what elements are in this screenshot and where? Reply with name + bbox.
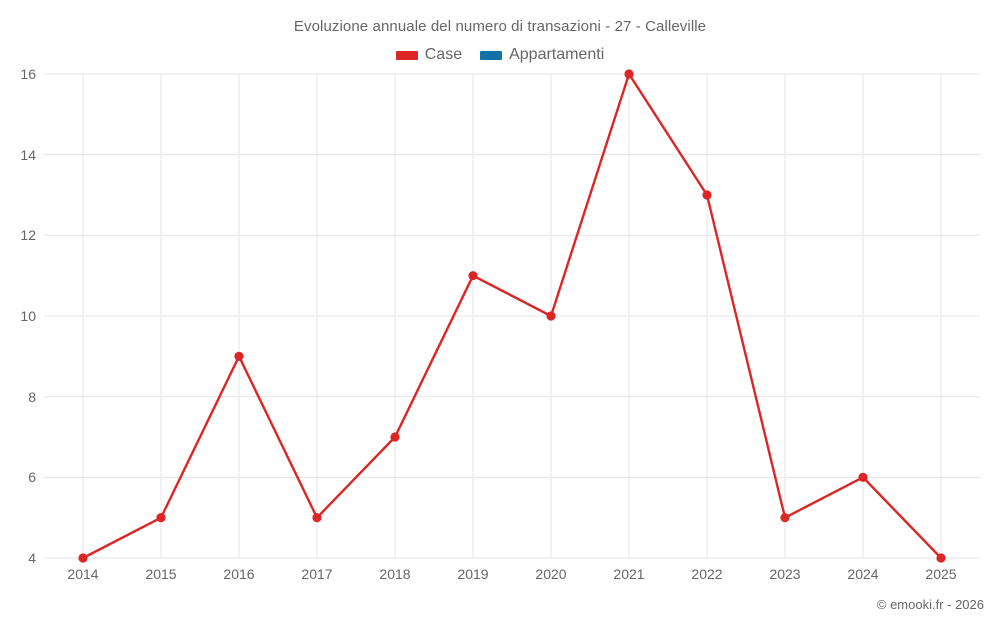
x-tick-label: 2016 bbox=[223, 566, 255, 582]
data-point[interactable] bbox=[312, 513, 322, 523]
x-tick-label: 2025 bbox=[925, 566, 957, 582]
y-tick-label: 4 bbox=[28, 550, 36, 566]
x-tick-label: 2019 bbox=[457, 566, 489, 582]
series-line bbox=[81, 72, 943, 560]
data-point[interactable] bbox=[234, 351, 244, 361]
data-point[interactable] bbox=[468, 271, 478, 281]
data-point[interactable] bbox=[156, 513, 166, 523]
series-case bbox=[78, 69, 946, 563]
x-tick-label: 2024 bbox=[847, 566, 879, 582]
y-axis: 4 6 8 10 12 14 16 bbox=[0, 67, 36, 565]
data-point[interactable] bbox=[546, 311, 556, 321]
legend-swatch-appartamenti bbox=[480, 50, 503, 60]
data-point[interactable] bbox=[78, 553, 88, 563]
x-tick-label: 2018 bbox=[379, 566, 411, 582]
data-point[interactable] bbox=[624, 69, 634, 79]
chart-title: Evoluzione annuale del numero di transaz… bbox=[293, 18, 707, 35]
data-point[interactable] bbox=[390, 432, 400, 442]
gridlines-horizontal bbox=[44, 73, 980, 559]
x-tick-label: 2023 bbox=[769, 566, 801, 582]
data-point[interactable] bbox=[702, 190, 712, 200]
credit-text: © emooki.fr - 2026 bbox=[876, 597, 984, 612]
x-tick-label: 2014 bbox=[67, 566, 99, 582]
y-tick-label: 6 bbox=[28, 469, 36, 486]
x-tick-label: 2020 bbox=[535, 566, 567, 582]
legend-item-appartamenti[interactable]: Appartamenti bbox=[480, 46, 604, 64]
x-tick-label: 2021 bbox=[613, 566, 645, 582]
y-tick-label: 12 bbox=[20, 227, 36, 244]
y-tick-label: 10 bbox=[20, 308, 36, 324]
data-point[interactable] bbox=[780, 513, 790, 523]
legend-label: Appartamenti bbox=[509, 46, 605, 63]
data-point[interactable] bbox=[858, 472, 868, 482]
legend-label: Case bbox=[424, 46, 463, 63]
y-tick-label: 16 bbox=[20, 66, 36, 82]
x-axis: 2014 2015 2016 2017 2018 2019 2020 2021 2022 2023… bbox=[0, 566, 1000, 588]
legend-swatch-case bbox=[395, 50, 418, 60]
plot-area bbox=[44, 69, 980, 563]
x-tick-label: 2017 bbox=[301, 566, 333, 582]
y-tick-label: 8 bbox=[28, 388, 36, 405]
legend-item-case[interactable]: Case bbox=[395, 46, 463, 64]
x-tick-label: 2015 bbox=[145, 566, 177, 582]
data-point[interactable] bbox=[936, 553, 946, 563]
y-tick-label: 14 bbox=[20, 146, 36, 163]
chart-plot-svg bbox=[44, 69, 980, 563]
x-tick-label: 2022 bbox=[691, 566, 723, 582]
chart-legend: Case Appartamenti bbox=[0, 44, 1000, 66]
